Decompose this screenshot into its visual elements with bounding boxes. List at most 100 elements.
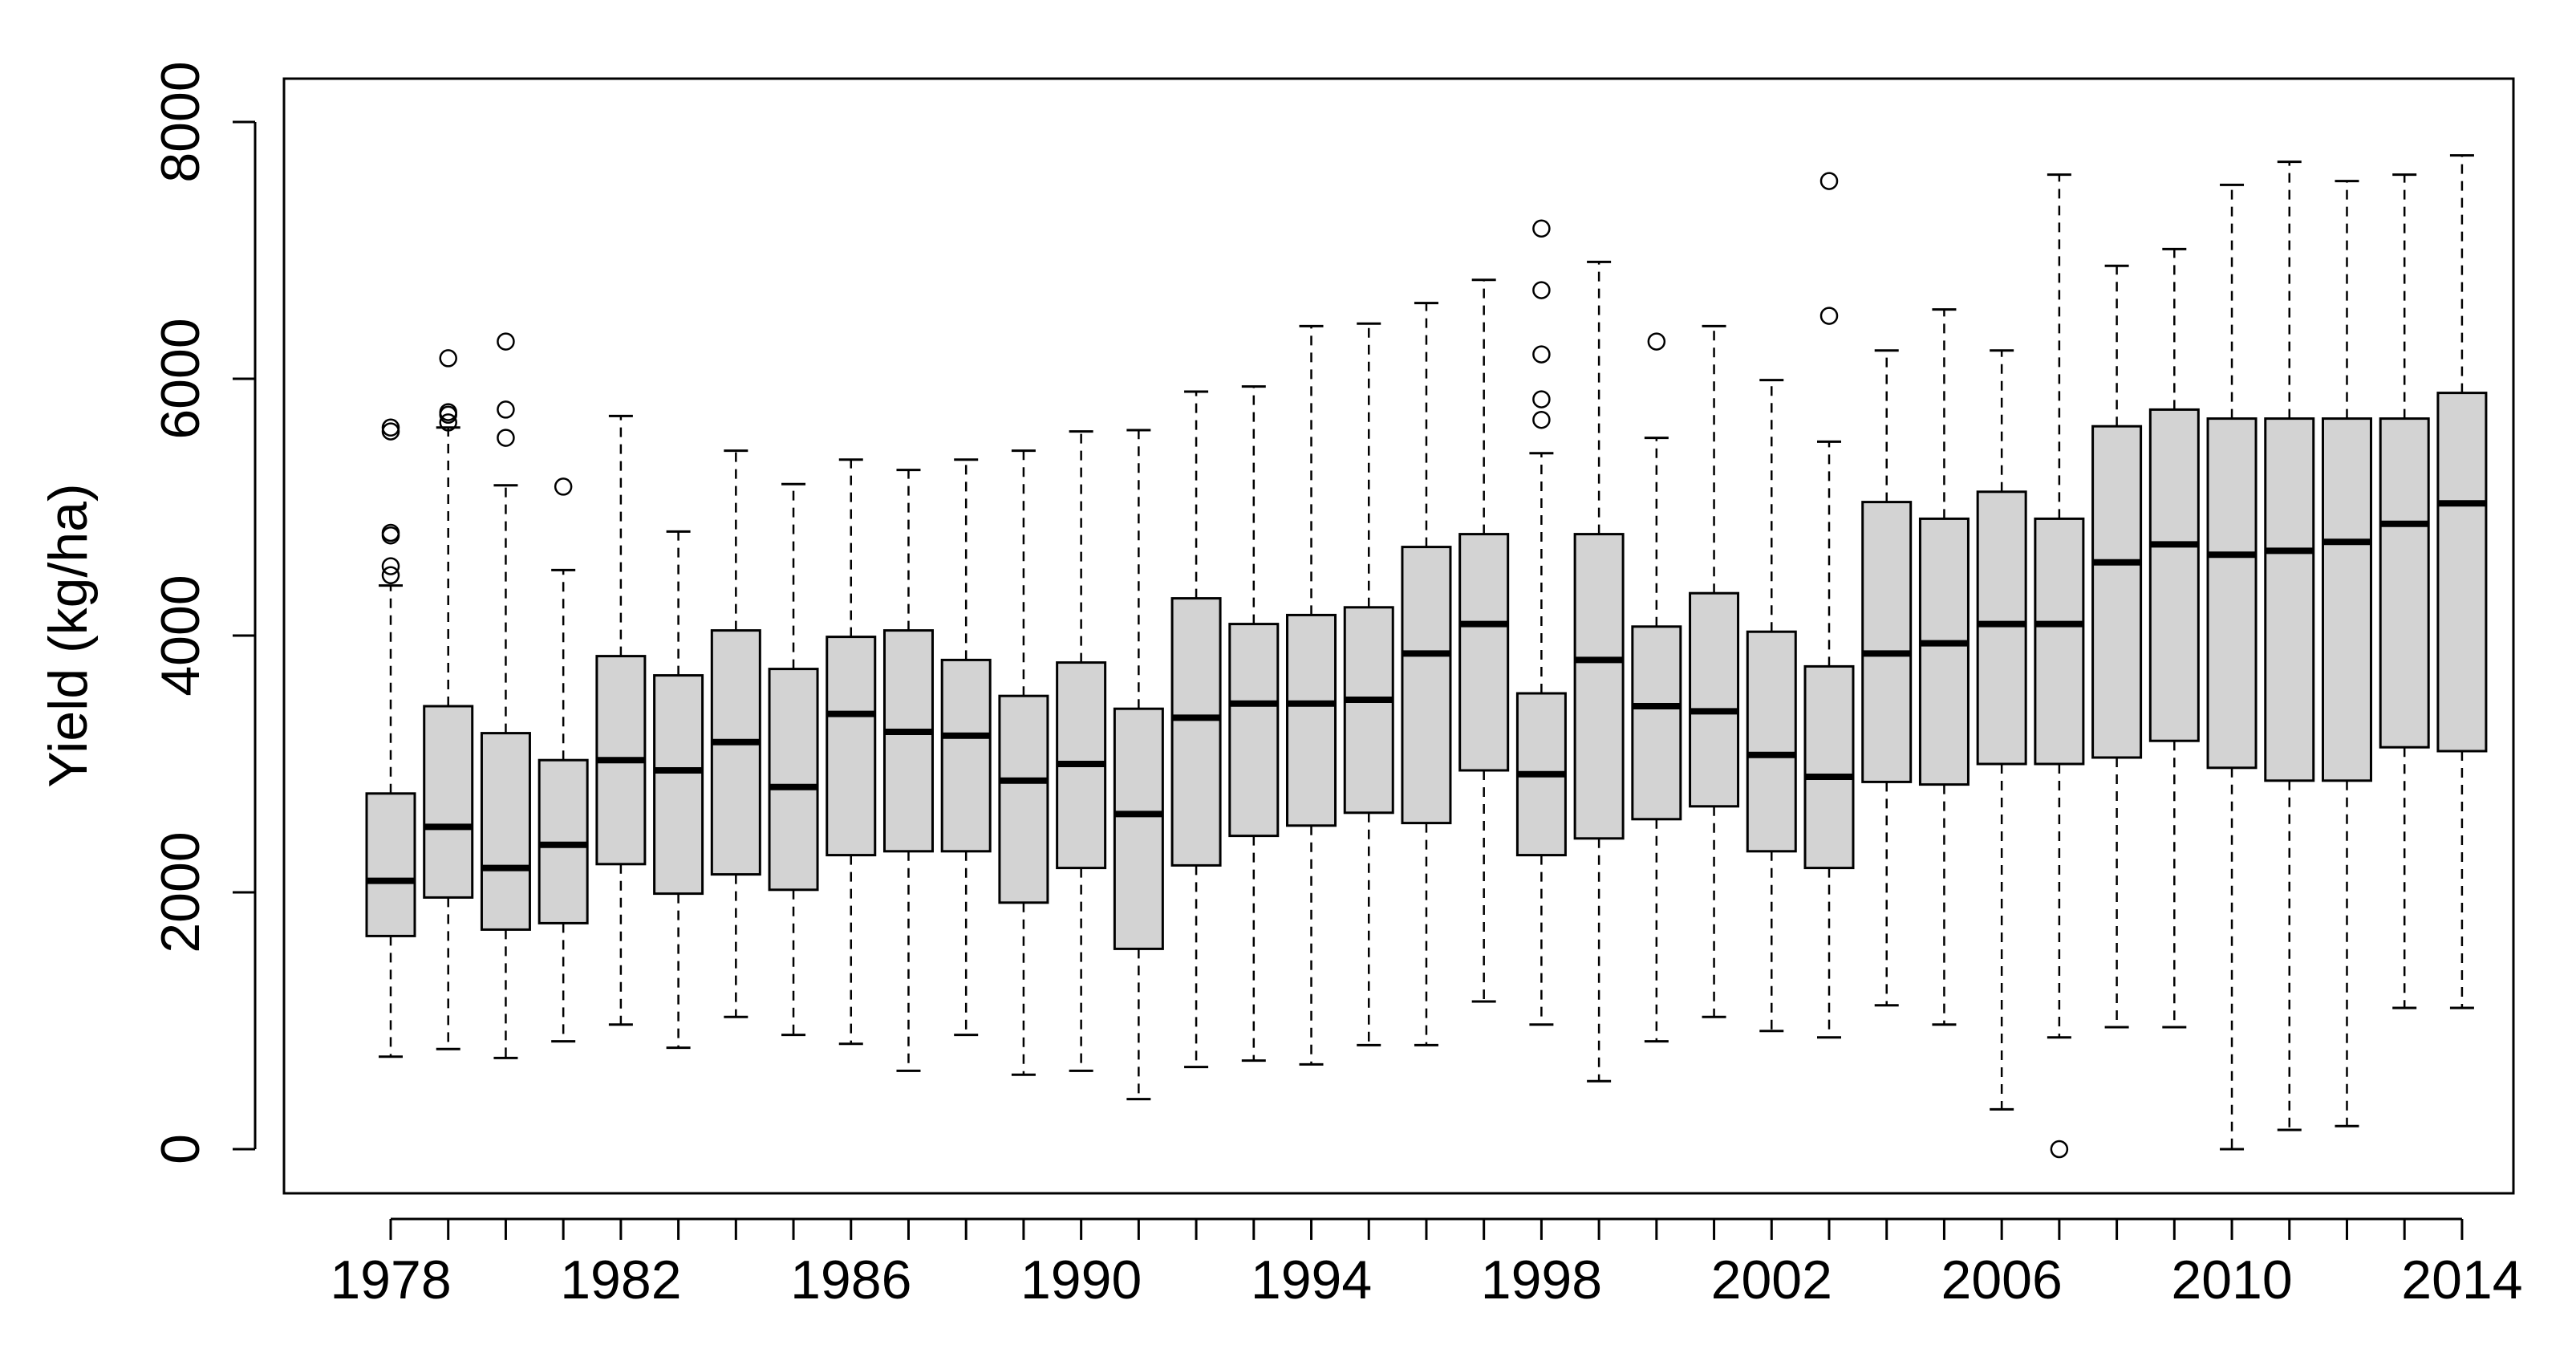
outlier-point: [497, 400, 515, 419]
box-1980: [480, 332, 531, 1059]
box-iqr: [2148, 408, 2200, 742]
box-iqr: [1228, 623, 1280, 838]
y-tick-label: 0: [150, 1134, 211, 1164]
box-iqr: [1343, 606, 1394, 815]
box-iqr: [1631, 625, 1682, 821]
box-1993: [1228, 385, 1280, 1062]
box-iqr: [365, 792, 416, 937]
box-1985: [768, 482, 819, 1037]
box-iqr: [940, 658, 992, 853]
box-2014: [2436, 154, 2488, 1010]
outlier-point: [1532, 281, 1551, 299]
box-1998: [1515, 219, 1567, 1026]
outlier-point: [1532, 390, 1551, 408]
box-2004: [1861, 349, 1913, 1007]
box-iqr: [1286, 613, 1337, 827]
box-iqr: [423, 705, 474, 899]
box-iqr: [2091, 425, 2143, 759]
box-iqr: [1170, 597, 1222, 867]
x-tick-label: 1994: [1251, 1249, 1372, 1310]
box-iqr: [882, 629, 934, 853]
box-2007: [2034, 173, 2085, 1159]
box-iqr: [2264, 417, 2315, 782]
plot-frame: [282, 77, 2515, 1195]
box-1978: [365, 418, 416, 1058]
x-axis: 1978 1982 1986 1990 1994 1998 2002 2006 2010 2014: [330, 1217, 2523, 1310]
outlier-point: [1819, 307, 1839, 325]
outlier-point: [1532, 410, 1551, 429]
outlier-point: [439, 349, 457, 368]
box-iqr: [2379, 417, 2430, 749]
box-series: [365, 154, 2488, 1159]
outlier-point: [381, 418, 400, 437]
outlier-point: [497, 332, 515, 351]
outlier-point: [554, 477, 573, 496]
box-1991: [1113, 429, 1164, 1101]
box-iqr: [2436, 392, 2488, 753]
box-1987: [882, 469, 934, 1072]
box-iqr: [1918, 517, 1970, 786]
box-1979: [423, 349, 474, 1050]
box-iqr: [653, 674, 704, 896]
box-1984: [710, 449, 761, 1018]
box-1995: [1343, 322, 1394, 1046]
box-2013: [2379, 173, 2430, 1010]
outlier-point: [381, 566, 400, 585]
box-iqr: [1861, 501, 1913, 783]
box-1986: [826, 458, 877, 1046]
box-iqr: [1458, 533, 1510, 772]
x-tick-label: 1978: [330, 1249, 451, 1310]
x-tick-label: 2010: [2171, 1249, 2292, 1310]
box-1981: [538, 477, 589, 1043]
box-iqr: [2034, 517, 2085, 766]
box-2008: [2091, 264, 2143, 1029]
y-axis-title: Yield (kg/ha): [38, 483, 99, 787]
outlier-point: [439, 413, 457, 432]
outlier-point: [1819, 172, 1839, 190]
y-tick-label: 4000: [150, 575, 211, 696]
box-iqr: [1803, 664, 1855, 870]
box-1982: [595, 414, 647, 1026]
y-tick-label: 2000: [150, 831, 211, 953]
box-iqr: [768, 668, 819, 892]
x-tick-label: 1982: [560, 1249, 681, 1310]
box-1988: [940, 458, 992, 1037]
x-tick-label: 1990: [1020, 1249, 1142, 1310]
box-iqr: [2206, 417, 2258, 770]
box-iqr: [1746, 630, 1797, 853]
box-2010: [2206, 183, 2258, 1151]
box-2006: [1976, 349, 2027, 1111]
box-1989: [998, 449, 1049, 1076]
box-2005: [1918, 308, 1970, 1026]
box-2003: [1803, 172, 1855, 1039]
box-iqr: [480, 732, 531, 931]
box-iqr: [710, 629, 761, 876]
box-iqr: [1401, 546, 1452, 825]
y-tick-label: 6000: [150, 318, 211, 439]
outlier-point: [1532, 219, 1551, 238]
box-iqr: [1689, 591, 1740, 808]
box-2009: [2148, 247, 2200, 1029]
outlier-point: [381, 557, 400, 575]
box-iqr: [1113, 707, 1164, 950]
outlier-point: [439, 403, 457, 421]
box-iqr: [1573, 533, 1625, 840]
y-axis: 0 2000 4000 6000 8000: [150, 61, 257, 1164]
y-tick-label: 8000: [150, 61, 211, 182]
outlier-point: [1647, 332, 1666, 351]
box-2011: [2264, 160, 2315, 1132]
box-iqr: [826, 636, 877, 857]
box-1983: [653, 530, 704, 1050]
x-tick-label: 1986: [790, 1249, 911, 1310]
box-iqr: [1976, 490, 2027, 766]
box-1990: [1056, 430, 1107, 1072]
box-1994: [1286, 324, 1337, 1066]
box-1997: [1458, 278, 1510, 1003]
box-2000: [1631, 332, 1682, 1043]
box-2012: [2321, 180, 2372, 1127]
outlier-point: [2050, 1140, 2069, 1159]
box-1996: [1401, 302, 1452, 1046]
box-1992: [1170, 390, 1222, 1069]
x-tick-label: 2006: [1941, 1249, 2063, 1310]
